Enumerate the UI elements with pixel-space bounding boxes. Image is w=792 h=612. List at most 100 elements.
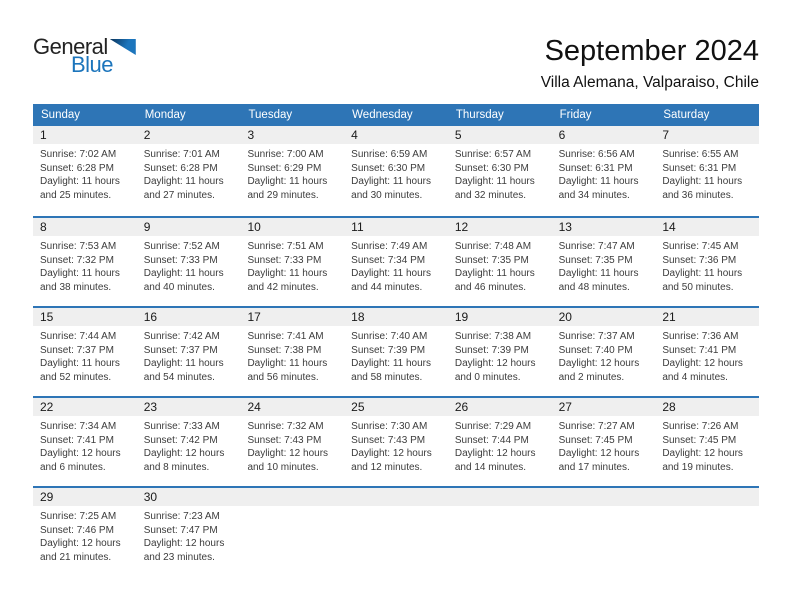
sunrise-line: Sunrise: 7:00 AM (247, 149, 324, 160)
day-cell: 7 Sunrise: 6:55 AM Sunset: 6:31 PM Daylight… (655, 126, 760, 216)
day-number: 16 (136, 308, 241, 326)
day-details: Sunrise: 7:42 AM Sunset: 7:37 PM Daylight:… (137, 326, 241, 384)
day-cell: 6 Sunrise: 6:56 AM Sunset: 6:31 PM Daylight… (551, 126, 656, 216)
sunset-line: Sunset: 7:38 PM (247, 344, 322, 356)
daylight-line-1: Daylight: 11 hours (143, 268, 224, 279)
day-details (552, 506, 656, 510)
day-details: Sunrise: 7:36 AM Sunset: 7:41 PM Daylight:… (655, 326, 759, 384)
sunset-line: Sunset: 7:39 PM (351, 344, 426, 356)
sunset-line: Sunset: 7:35 PM (454, 254, 529, 266)
daylight-line-2: and 27 minutes. (143, 189, 215, 201)
sunrise-line: Sunrise: 7:30 AM (351, 421, 428, 432)
day-details: Sunrise: 6:55 AM Sunset: 6:31 PM Daylight:… (655, 144, 759, 202)
day-cell: 24 Sunrise: 7:32 AM Sunset: 7:43 PM Dayligh… (240, 398, 345, 486)
week-row: 29 Sunrise: 7:25 AM Sunset: 7:46 PM Dayligh… (33, 486, 760, 576)
day-number (447, 488, 552, 506)
daylight-line-2: and 44 minutes. (351, 281, 423, 293)
day-number: 1 (33, 126, 137, 144)
empty-day-cell (551, 488, 656, 576)
sunset-line: Sunset: 7:45 PM (662, 434, 737, 446)
day-number: 21 (655, 308, 760, 326)
page-subtitle: Villa Alemana, Valparaiso, Chile (540, 74, 759, 91)
empty-day-cell (344, 488, 448, 576)
daylight-line-2: and 40 minutes. (143, 281, 215, 293)
sunset-line: Sunset: 7:44 PM (454, 434, 529, 446)
sunrise-line: Sunrise: 6:56 AM (558, 149, 635, 160)
day-cell: 14 Sunrise: 7:45 AM Sunset: 7:36 PM Dayligh… (655, 218, 760, 306)
day-details: Sunrise: 7:37 AM Sunset: 7:40 PM Daylight:… (552, 326, 656, 384)
sunrise-line: Sunrise: 7:42 AM (143, 331, 220, 342)
day-number: 10 (240, 218, 345, 236)
day-cell: 5 Sunrise: 6:57 AM Sunset: 6:30 PM Daylight… (447, 126, 552, 216)
day-details (448, 506, 552, 510)
day-number (551, 488, 656, 506)
logo-text-blue: Blue (71, 52, 114, 77)
day-details: Sunrise: 7:34 AM Sunset: 7:41 PM Daylight:… (33, 416, 137, 474)
sunrise-line: Sunrise: 7:45 AM (662, 241, 739, 252)
daylight-line-1: Daylight: 12 hours (247, 448, 329, 459)
day-number: 26 (447, 398, 552, 416)
day-cell: 8 Sunrise: 7:53 AM Sunset: 7:32 PM Daylight… (33, 218, 137, 306)
day-details: Sunrise: 7:27 AM Sunset: 7:45 PM Daylight:… (552, 416, 656, 474)
day-cell: 17 Sunrise: 7:41 AM Sunset: 7:38 PM Dayligh… (240, 308, 345, 396)
logo-triangle-icon (109, 39, 136, 55)
sunset-line: Sunset: 7:34 PM (351, 254, 426, 266)
day-number: 6 (551, 126, 656, 144)
day-details: Sunrise: 7:01 AM Sunset: 6:28 PM Daylight:… (137, 144, 241, 202)
daylight-line-1: Daylight: 12 hours (558, 448, 640, 459)
day-details: Sunrise: 7:40 AM Sunset: 7:39 PM Daylight:… (344, 326, 448, 384)
weekday-header-row: Sunday Monday Tuesday Wednesday Thursday Frid… (33, 104, 759, 126)
day-number: 25 (344, 398, 448, 416)
day-details: Sunrise: 7:48 AM Sunset: 7:35 PM Daylight:… (448, 236, 552, 294)
day-number: 4 (344, 126, 448, 144)
day-details: Sunrise: 6:56 AM Sunset: 6:31 PM Daylight:… (552, 144, 656, 202)
day-number: 29 (33, 488, 137, 506)
day-number: 30 (136, 488, 241, 506)
daylight-line-2: and 32 minutes. (454, 189, 527, 201)
weekday-header-saturday: Saturday (663, 109, 710, 121)
day-number: 5 (447, 126, 552, 144)
sunrise-line: Sunrise: 7:34 AM (40, 421, 117, 432)
day-number: 9 (136, 218, 241, 236)
daylight-line-1: Daylight: 11 hours (454, 268, 535, 279)
empty-day-cell (655, 488, 760, 576)
sunset-line: Sunset: 7:37 PM (143, 344, 218, 356)
daylight-line-1: Daylight: 11 hours (558, 176, 639, 187)
daylight-line-1: Daylight: 11 hours (454, 176, 535, 187)
sunset-line: Sunset: 7:43 PM (247, 434, 322, 446)
week-row: 15 Sunrise: 7:44 AM Sunset: 7:37 PM Dayligh… (33, 306, 760, 396)
daylight-line-1: Daylight: 12 hours (143, 538, 225, 549)
day-number: 8 (33, 218, 137, 236)
day-number: 13 (551, 218, 656, 236)
daylight-line-1: Daylight: 11 hours (558, 268, 639, 279)
day-number: 22 (33, 398, 137, 416)
sunrise-line: Sunrise: 6:59 AM (351, 149, 428, 160)
daylight-line-1: Daylight: 11 hours (247, 176, 328, 187)
sunset-line: Sunset: 7:45 PM (558, 434, 633, 446)
day-number: 12 (447, 218, 552, 236)
sunrise-line: Sunrise: 7:47 AM (558, 241, 635, 252)
daylight-line-2: and 14 minutes. (454, 461, 527, 473)
day-details: Sunrise: 7:44 AM Sunset: 7:37 PM Daylight:… (33, 326, 137, 384)
daylight-line-1: Daylight: 11 hours (247, 268, 328, 279)
daylight-line-1: Daylight: 12 hours (662, 448, 743, 459)
day-details: Sunrise: 7:53 AM Sunset: 7:32 PM Daylight:… (33, 236, 137, 294)
day-details (655, 506, 759, 510)
sunset-line: Sunset: 7:40 PM (558, 344, 633, 356)
daylight-line-2: and 10 minutes. (247, 461, 319, 473)
day-cell: 15 Sunrise: 7:44 AM Sunset: 7:37 PM Dayligh… (33, 308, 137, 396)
sunset-line: Sunset: 7:41 PM (662, 344, 737, 356)
day-number: 28 (655, 398, 760, 416)
day-details (344, 506, 448, 510)
daylight-line-1: Daylight: 11 hours (40, 358, 120, 369)
day-number: 19 (447, 308, 552, 326)
daylight-line-1: Daylight: 12 hours (40, 448, 121, 459)
sunrise-line: Sunrise: 7:48 AM (454, 241, 532, 252)
sunset-line: Sunset: 7:42 PM (143, 434, 218, 446)
sunset-line: Sunset: 6:29 PM (247, 162, 322, 174)
day-details: Sunrise: 7:00 AM Sunset: 6:29 PM Daylight:… (240, 144, 344, 202)
sunset-line: Sunset: 6:31 PM (558, 162, 633, 174)
sunrise-line: Sunrise: 6:55 AM (662, 149, 739, 160)
sunrise-line: Sunrise: 7:53 AM (40, 241, 117, 252)
